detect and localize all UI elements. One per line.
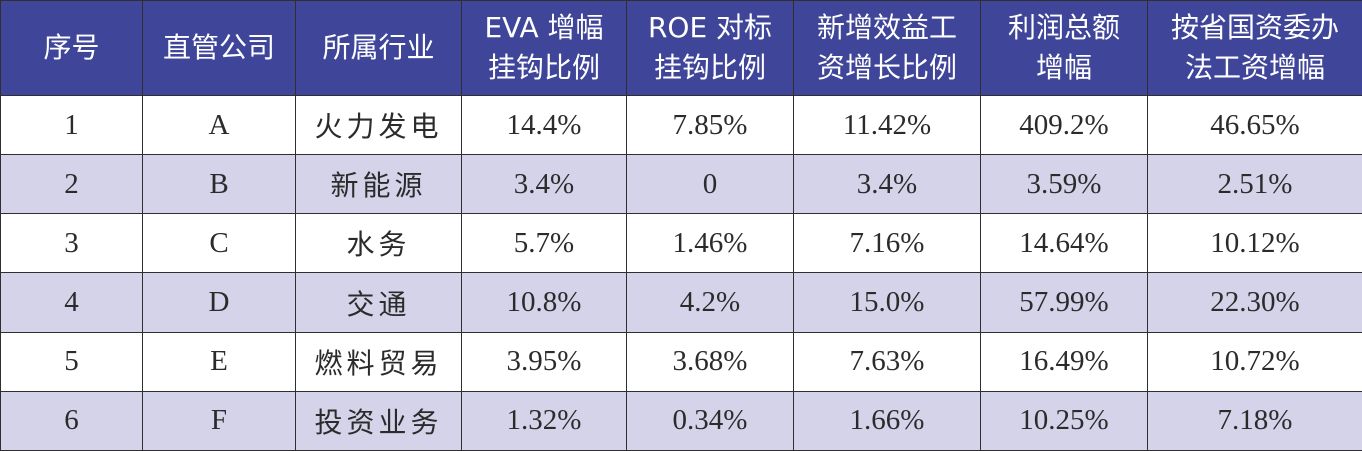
cell-new-benefit-wage: 3.4%	[793, 154, 981, 215]
header-line: 挂钩比例	[653, 51, 766, 84]
header-line: EVA 增幅	[484, 11, 604, 44]
cell-provincial-wage-growth: 10.12%	[1147, 213, 1362, 274]
cell-company: E	[142, 331, 296, 392]
cell-index: 3	[0, 213, 143, 274]
header-cell-profit-growth: 利润总额 增幅	[980, 0, 1148, 96]
table-row: 1 A 火力发电 14.4% 7.85% 11.42% 409.2% 46.65…	[0, 94, 1362, 156]
cell-company: A	[142, 94, 296, 156]
cell-company: F	[142, 390, 296, 451]
header-line: 资增长比例	[816, 51, 957, 84]
header-line: 所属行业	[322, 31, 435, 64]
header-line: ROE 对标	[647, 11, 773, 44]
cell-roe: 1.46%	[626, 213, 794, 274]
cell-index: 1	[0, 94, 143, 156]
cell-new-benefit-wage: 7.16%	[793, 213, 981, 274]
table-row: 2 B 新能源 3.4% 0 3.4% 3.59% 2.51%	[0, 154, 1362, 215]
cell-eva: 10.8%	[461, 272, 627, 333]
cell-profit-growth: 10.25%	[980, 390, 1148, 451]
cell-roe: 0	[626, 154, 794, 215]
header-cell-index: 序号	[0, 0, 143, 96]
header-cell-new-benefit-wage: 新增效益工 资增长比例	[793, 0, 981, 96]
cell-industry: 水务	[295, 213, 462, 274]
header-line: 序号	[43, 31, 100, 64]
cell-provincial-wage-growth: 10.72%	[1147, 331, 1362, 392]
cell-profit-growth: 409.2%	[980, 94, 1148, 156]
cell-roe: 0.34%	[626, 390, 794, 451]
cell-eva: 3.4%	[461, 154, 627, 215]
cell-eva: 3.95%	[461, 331, 627, 392]
cell-industry: 火力发电	[295, 94, 462, 156]
cell-provincial-wage-growth: 46.65%	[1147, 94, 1362, 156]
cell-profit-growth: 14.64%	[980, 213, 1148, 274]
cell-industry: 交通	[295, 272, 462, 333]
header-cell-company: 直管公司	[142, 0, 296, 96]
header-cell-roe: ROE 对标 挂钩比例	[626, 0, 794, 96]
header-cell-provincial-wage-growth: 按省国资委办 法工资增幅	[1147, 0, 1362, 96]
header-line: 利润总额	[1007, 11, 1120, 44]
table-row: 4 D 交通 10.8% 4.2% 15.0% 57.99% 22.30%	[0, 272, 1362, 333]
cell-industry: 新能源	[295, 154, 462, 215]
cell-provincial-wage-growth: 22.30%	[1147, 272, 1362, 333]
cell-new-benefit-wage: 1.66%	[793, 390, 981, 451]
header-line: 增幅	[1035, 51, 1092, 84]
cell-roe: 7.85%	[626, 94, 794, 156]
cell-index: 5	[0, 331, 143, 392]
cell-industry: 投资业务	[295, 390, 462, 451]
cell-eva: 1.32%	[461, 390, 627, 451]
table-row: 3 C 水务 5.7% 1.46% 7.16% 14.64% 10.12%	[0, 213, 1362, 274]
cell-new-benefit-wage: 11.42%	[793, 94, 981, 156]
header-line: 按省国资委办	[1170, 11, 1339, 44]
table-row: 6 F 投资业务 1.32% 0.34% 1.66% 10.25% 7.18%	[0, 390, 1362, 451]
cell-industry: 燃料贸易	[295, 331, 462, 392]
cell-company: B	[142, 154, 296, 215]
cell-new-benefit-wage: 7.63%	[793, 331, 981, 392]
header-cell-eva: EVA 增幅 挂钩比例	[461, 0, 627, 96]
cell-profit-growth: 3.59%	[980, 154, 1148, 215]
header-line: 直管公司	[162, 31, 275, 64]
cell-profit-growth: 16.49%	[980, 331, 1148, 392]
cell-provincial-wage-growth: 2.51%	[1147, 154, 1362, 215]
cell-roe: 3.68%	[626, 331, 794, 392]
cell-new-benefit-wage: 15.0%	[793, 272, 981, 333]
cell-index: 2	[0, 154, 143, 215]
cell-provincial-wage-growth: 7.18%	[1147, 390, 1362, 451]
cell-eva: 14.4%	[461, 94, 627, 156]
header-row: 序号 直管公司 所属行业 EVA 增幅 挂钩比例 ROE 对标 挂钩比例 新增效…	[0, 0, 1362, 96]
cell-roe: 4.2%	[626, 272, 794, 333]
cell-company: C	[142, 213, 296, 274]
cell-index: 6	[0, 390, 143, 451]
cell-index: 4	[0, 272, 143, 333]
table-row: 5 E 燃料贸易 3.95% 3.68% 7.63% 16.49% 10.72%	[0, 331, 1362, 392]
header-cell-industry: 所属行业	[295, 0, 462, 96]
header-line: 法工资增幅	[1184, 51, 1325, 84]
cell-profit-growth: 57.99%	[980, 272, 1148, 333]
cell-eva: 5.7%	[461, 213, 627, 274]
cell-company: D	[142, 272, 296, 333]
header-line: 新增效益工	[816, 11, 957, 44]
header-line: 挂钩比例	[487, 51, 600, 84]
